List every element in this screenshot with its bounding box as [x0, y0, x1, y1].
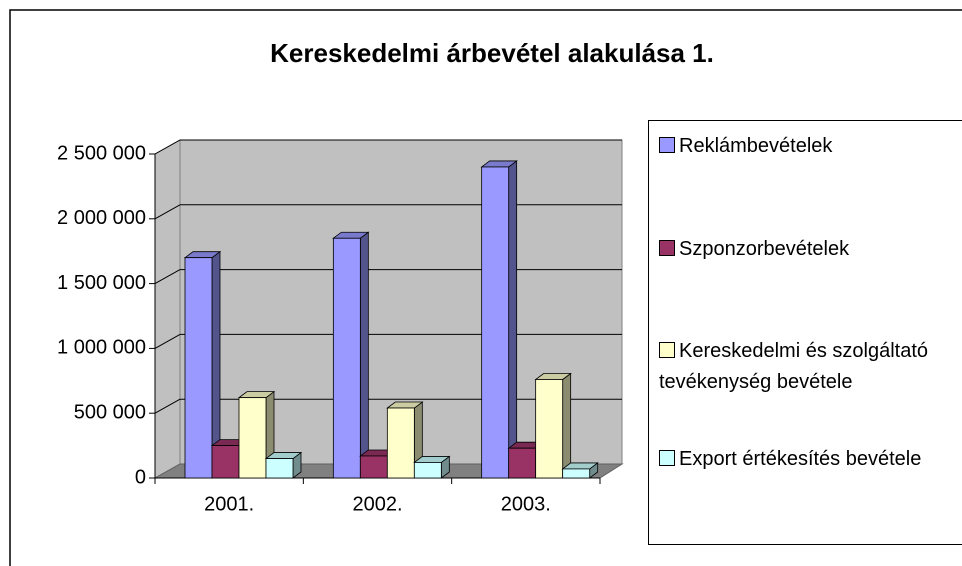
legend-label: Szponzorbevételek [679, 238, 850, 260]
legend-swatch [659, 240, 675, 256]
bar [562, 468, 591, 479]
bar [508, 447, 537, 479]
bar-side [508, 160, 518, 479]
grid-line [154, 139, 181, 155]
legend-label: Reklámbevételek [679, 135, 833, 157]
y-tick-label: 500 000 [74, 401, 146, 423]
bar [359, 455, 388, 479]
x-tick-label: 2003. [501, 493, 551, 515]
bar [265, 458, 294, 479]
bar [238, 397, 267, 479]
legend-swatch [659, 342, 675, 358]
y-tick-label: 0 [135, 466, 146, 488]
x-tick-label: 2001. [204, 493, 254, 515]
legend-item: Export értékesítés bevétele [659, 444, 954, 475]
bar [535, 379, 564, 479]
legend: Reklámbevételek Szponzorbevételek Keresked… [648, 120, 962, 545]
y-tick-label: 1 000 000 [57, 337, 146, 359]
legend-item: Reklámbevételek [659, 131, 954, 162]
legend-swatch [659, 450, 675, 466]
bar [332, 237, 361, 479]
x-tick-label: 2002. [352, 493, 402, 515]
legend-label: Export értékesítés bevétele [679, 448, 922, 470]
y-tick-label: 1 500 000 [57, 272, 146, 294]
side-wall [154, 139, 181, 479]
bar [413, 462, 442, 479]
legend-item: Szponzorbevételek [659, 234, 954, 265]
bar [481, 166, 510, 479]
y-tick-label: 2 500 000 [57, 142, 146, 164]
bar [184, 257, 213, 479]
bar-side [359, 231, 369, 479]
grid-line [154, 333, 181, 349]
bar-side [562, 372, 572, 479]
legend-item: Kereskedelmi és szolgáltató tevékenység … [659, 336, 954, 398]
legend-swatch [659, 137, 675, 153]
y-tick-label: 2 000 000 [57, 207, 146, 229]
legend-label: Kereskedelmi és szolgáltató tevékenység … [659, 340, 929, 393]
grid-line [154, 204, 181, 220]
grid-line [154, 269, 181, 285]
grid-line [154, 398, 181, 414]
chart-title: Kereskedelmi árbevétel alakulása 1. [270, 38, 714, 68]
bar [211, 445, 240, 479]
bar [386, 407, 415, 479]
